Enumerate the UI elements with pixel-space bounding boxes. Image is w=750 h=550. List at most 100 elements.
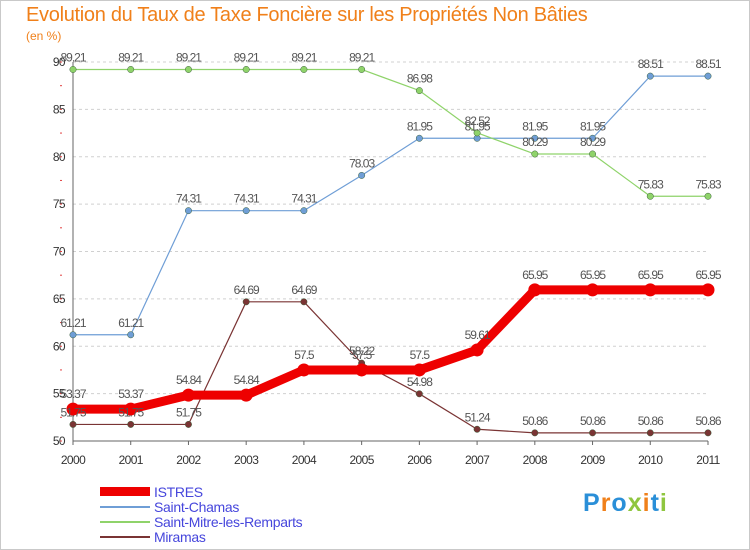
data-label: 50.86 [695, 414, 721, 428]
data-point [127, 420, 135, 428]
logo-letter: i [659, 489, 668, 517]
data-point [185, 420, 192, 428]
data-label: 65.95 [522, 268, 548, 282]
logo-letter: P [583, 489, 601, 517]
data-point [358, 171, 366, 179]
data-point [358, 66, 366, 73]
data-point [589, 150, 596, 158]
y-tick-label: 75 [53, 197, 66, 211]
data-label: 50.86 [522, 414, 548, 428]
data-point [473, 425, 481, 433]
y-tick-label: 60 [53, 339, 66, 353]
data-point [66, 402, 80, 416]
data-point [415, 390, 423, 398]
data-label: 54.98 [407, 375, 433, 389]
data-label: 81.95 [580, 119, 606, 133]
data-point [185, 207, 192, 215]
legend-label: Saint-Mitre-les-Remparts [154, 513, 303, 530]
data-point [415, 87, 423, 95]
data-point [528, 283, 542, 297]
data-label: 61.21 [60, 316, 86, 330]
data-label: 57.5 [294, 348, 315, 362]
data-label: 50.86 [580, 414, 606, 428]
data-label: 51.75 [60, 405, 86, 419]
x-tick-label: 2010 [638, 453, 663, 467]
x-tick-label: 2007 [465, 453, 490, 467]
series-miramas [69, 298, 712, 437]
legend-item-saint-mitre-les-remparts: Saint-Mitre-les-Remparts [100, 513, 303, 530]
legend-item-istres: ISTRES [100, 483, 302, 500]
x-tick-label: 2003 [234, 453, 259, 467]
data-point [242, 207, 250, 215]
y-tick-label: 90 [53, 55, 66, 69]
data-point [412, 363, 426, 377]
logo-letter: x [627, 489, 643, 517]
data-point [300, 66, 308, 73]
data-point [242, 298, 250, 306]
data-point [242, 66, 250, 73]
data-point [124, 402, 138, 416]
data-point [239, 388, 253, 402]
data-label: 58.22 [349, 344, 375, 358]
data-label: 64.69 [291, 283, 317, 297]
x-tick-label: 2005 [349, 453, 374, 467]
data-label: 51.24 [465, 410, 491, 424]
chart-subtitle: (en %) [26, 29, 62, 43]
data-point [297, 363, 311, 377]
data-point [704, 192, 712, 200]
data-point [646, 72, 654, 80]
data-label: 57.5 [352, 348, 373, 362]
logo-letter: r [600, 489, 612, 517]
x-tick-label: 2008 [523, 453, 548, 467]
series-layer [66, 66, 715, 437]
chart-legend: ISTRES Saint-Chamas Saint-Mitre-les-Rempar… [100, 483, 303, 545]
axis-layer: 50 55 60 65 70 75 80 85 90 2000 2001 2002 2003 2004 20… [53, 55, 721, 467]
x-tick-label: 2006 [407, 453, 432, 467]
data-point [127, 331, 135, 339]
data-point [69, 331, 77, 339]
data-label: 64.69 [234, 283, 260, 297]
data-label: 53.37 [60, 387, 86, 401]
data-point [415, 134, 423, 142]
x-tick-label: 2000 [61, 453, 86, 467]
data-point [69, 420, 77, 428]
x-tick-label: 2001 [119, 453, 144, 467]
data-point [470, 343, 484, 357]
data-label: 75.83 [638, 177, 664, 191]
data-label: 81.95 [522, 119, 548, 133]
data-point [646, 429, 654, 437]
logo-letter: o [611, 489, 628, 517]
series-saint-mitre-les-remparts [69, 66, 712, 200]
data-label: 61.21 [118, 316, 144, 330]
grid-layer [73, 61, 708, 395]
data-label: 89.21 [176, 50, 202, 64]
data-label-layer: 61.21 61.21 74.31 74.31 74.31 78.03 81.95 81.95… [60, 50, 722, 428]
data-label: 80.29 [522, 135, 548, 149]
data-label: 82.52 [465, 114, 491, 128]
data-label: 89.21 [349, 50, 375, 64]
legend-label: Saint-Chamas [154, 498, 240, 515]
data-label: 89.21 [291, 50, 317, 64]
data-label: 88.51 [695, 57, 721, 71]
legend-swatch [100, 520, 150, 523]
chart-title: Evolution du Taux de Taxe Foncière sur l… [26, 4, 588, 26]
data-point [704, 429, 712, 437]
data-label: 57.5 [410, 348, 431, 362]
data-point [355, 363, 369, 377]
data-point [300, 207, 308, 215]
data-point [704, 72, 712, 80]
data-label: 81.95 [407, 119, 433, 133]
y-tick-label: 70 [53, 245, 66, 259]
data-point [473, 129, 481, 137]
data-label: 50.86 [638, 414, 664, 428]
data-point [701, 283, 715, 297]
data-point [586, 283, 600, 297]
legend-label: ISTRES [154, 483, 203, 500]
logo-letter: t [650, 489, 660, 517]
x-tick-label: 2009 [580, 453, 605, 467]
legend-label: Miramas [154, 528, 206, 545]
data-label: 65.95 [695, 268, 721, 282]
data-point [589, 429, 596, 437]
